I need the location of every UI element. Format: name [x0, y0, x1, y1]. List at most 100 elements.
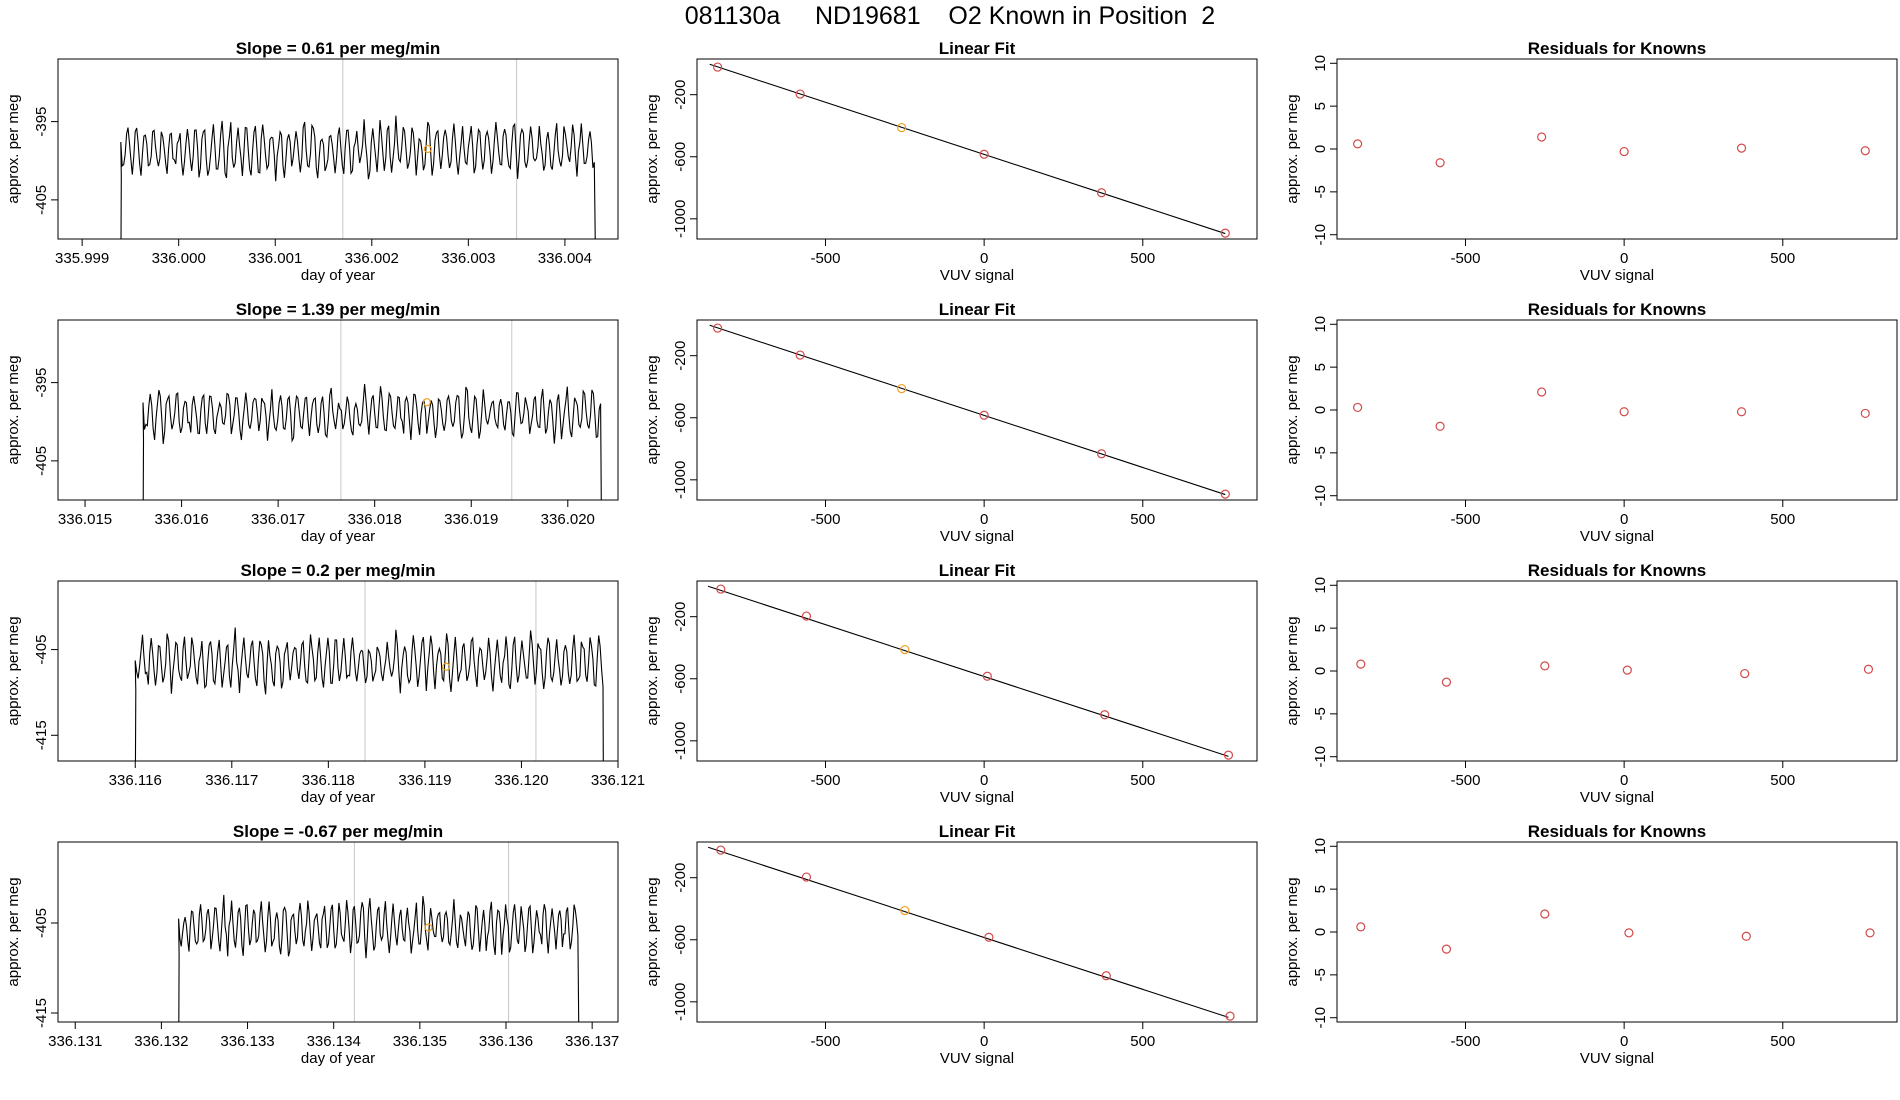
- data-point: [1096, 188, 1107, 198]
- x-axis-label: VUV signal: [940, 789, 1014, 806]
- x-tick-label: 500: [1770, 772, 1795, 789]
- x-axis-label: day of year: [301, 528, 375, 545]
- fit-line: [707, 846, 1229, 1018]
- chart-title: Linear Fit: [939, 39, 1016, 58]
- y-tick-label: -200: [672, 863, 689, 893]
- x-tick-label: 500: [1770, 250, 1795, 267]
- chart-panel-9: Residuals for Knowns -500 0 500 10 5 0 -5 -10 VUV…: [1284, 561, 1898, 806]
- chart-title: Linear Fit: [939, 561, 1016, 580]
- x-tick-label: 336.016: [154, 511, 208, 528]
- x-axis-label: day of year: [301, 267, 375, 284]
- data-point: [1096, 449, 1107, 459]
- x-tick-label: 336.020: [541, 511, 595, 528]
- chart-panel-2: Linear Fit -500 0 500 -200 -600 -1000 VUV signa…: [644, 39, 1258, 284]
- y-tick-label: -600: [672, 925, 689, 955]
- x-tick-label: 336.137: [565, 1033, 619, 1050]
- data-point: [1619, 146, 1629, 157]
- data-point: [1537, 132, 1547, 142]
- plot-frame: [1336, 319, 1898, 501]
- y-tick-label: -600: [672, 664, 689, 694]
- chart-panel-3: Residuals for Knowns -500 0 500 10 5 0 -5 -10 VUV…: [1284, 39, 1898, 284]
- y-tick-label: -10: [1312, 485, 1329, 507]
- x-tick-label: 336.118: [302, 772, 355, 789]
- chart-title: Linear Fit: [939, 822, 1016, 841]
- x-tick-label: 336.136: [479, 1033, 533, 1050]
- page-title: 081130a ND19681 O2 Known in Position 2: [684, 2, 1216, 30]
- y-axis-label: approx. per meg: [1284, 616, 1301, 725]
- x-tick-label: 336.131: [48, 1033, 102, 1050]
- y-tick-label: -10: [1312, 1007, 1329, 1029]
- x-tick-label: -500: [810, 772, 840, 789]
- data-point: [801, 872, 812, 882]
- data-layer: [1353, 132, 1870, 168]
- y-tick-label: -1000: [672, 983, 689, 1021]
- y-tick-label: 10: [1312, 577, 1329, 594]
- data-point: [1863, 664, 1874, 674]
- y-axis-label: approx. per meg: [644, 877, 661, 986]
- data-point: [1441, 677, 1452, 687]
- x-tick-label: -500: [1450, 772, 1480, 789]
- x-tick-label: 336.132: [134, 1033, 188, 1050]
- plot-frame: [696, 58, 1258, 240]
- y-axis-label: approx. per meg: [5, 94, 22, 203]
- chart-panel-6: Residuals for Knowns -500 0 500 10 5 0 -5 -10 VUV…: [1284, 300, 1898, 545]
- chart-title: Residuals for Knowns: [1528, 561, 1707, 580]
- y-axis-label: approx. per meg: [1284, 94, 1301, 203]
- y-tick-label: 10: [1312, 55, 1329, 72]
- x-axis-label: VUV signal: [940, 267, 1014, 284]
- data-point: [1435, 421, 1445, 431]
- data-point: [1741, 931, 1751, 941]
- plot-frame: [1336, 841, 1898, 1023]
- y-tick-label: 5: [1312, 102, 1329, 110]
- x-tick-label: 336.134: [307, 1033, 361, 1050]
- data-point: [1860, 146, 1870, 156]
- plot-frame: [57, 319, 619, 501]
- y-axis-label: approx. per meg: [644, 616, 661, 725]
- x-tick-label: 336.133: [220, 1033, 274, 1050]
- x-tick-label: 500: [1130, 250, 1155, 267]
- x-tick-label: 336.116: [109, 772, 162, 789]
- chart-panel-12: Residuals for Knowns -500 0 500 10 5 0 -5 -10 VUV…: [1284, 822, 1898, 1067]
- x-tick-label: 336.001: [248, 250, 302, 267]
- y-tick-label: -405: [33, 635, 50, 665]
- plot-frame: [696, 841, 1258, 1023]
- data-point: [713, 323, 723, 333]
- y-tick-label: -1000: [672, 200, 689, 238]
- y-tick-label: -5: [1312, 185, 1329, 198]
- x-tick-label: 500: [1130, 772, 1155, 789]
- highlight-marker: [442, 662, 451, 671]
- data-point: [1736, 143, 1747, 153]
- data-point: [1540, 661, 1550, 671]
- y-tick-label: -1000: [672, 722, 689, 760]
- data-point: [1223, 750, 1234, 760]
- x-tick-label: 500: [1770, 1033, 1795, 1050]
- x-tick-label: -500: [1450, 250, 1480, 267]
- x-tick-label: 0: [1620, 772, 1628, 789]
- data-point: [1225, 1011, 1235, 1021]
- y-tick-label: -405: [33, 446, 50, 476]
- x-tick-label: -500: [810, 511, 840, 528]
- data-layer: [178, 894, 580, 1022]
- data-layer: [1356, 659, 1874, 687]
- data-point: [900, 905, 910, 916]
- data-layer: [707, 845, 1235, 1021]
- fit-line: [709, 324, 1226, 496]
- y-tick-label: -200: [672, 602, 689, 632]
- fit-line: [709, 63, 1226, 235]
- data-point: [1220, 228, 1230, 238]
- x-tick-label: 336.121: [591, 772, 645, 789]
- data-layer: [709, 323, 1230, 499]
- x-tick-label: 0: [980, 772, 988, 789]
- x-tick-label: 500: [1130, 1033, 1155, 1050]
- data-point: [1622, 665, 1632, 675]
- y-tick-label: -1000: [672, 461, 689, 499]
- chart-title: Slope = -0.67 per meg/min: [233, 822, 443, 841]
- data-point: [979, 410, 989, 420]
- data-point: [716, 845, 726, 855]
- chart-title: Residuals for Knowns: [1528, 39, 1707, 58]
- x-axis-label: VUV signal: [940, 528, 1014, 545]
- data-layer: [707, 584, 1234, 760]
- chart-panel-8: Linear Fit -500 0 500 -200 -600 -1000 VUV signa…: [644, 561, 1258, 806]
- y-tick-label: -395: [33, 107, 50, 137]
